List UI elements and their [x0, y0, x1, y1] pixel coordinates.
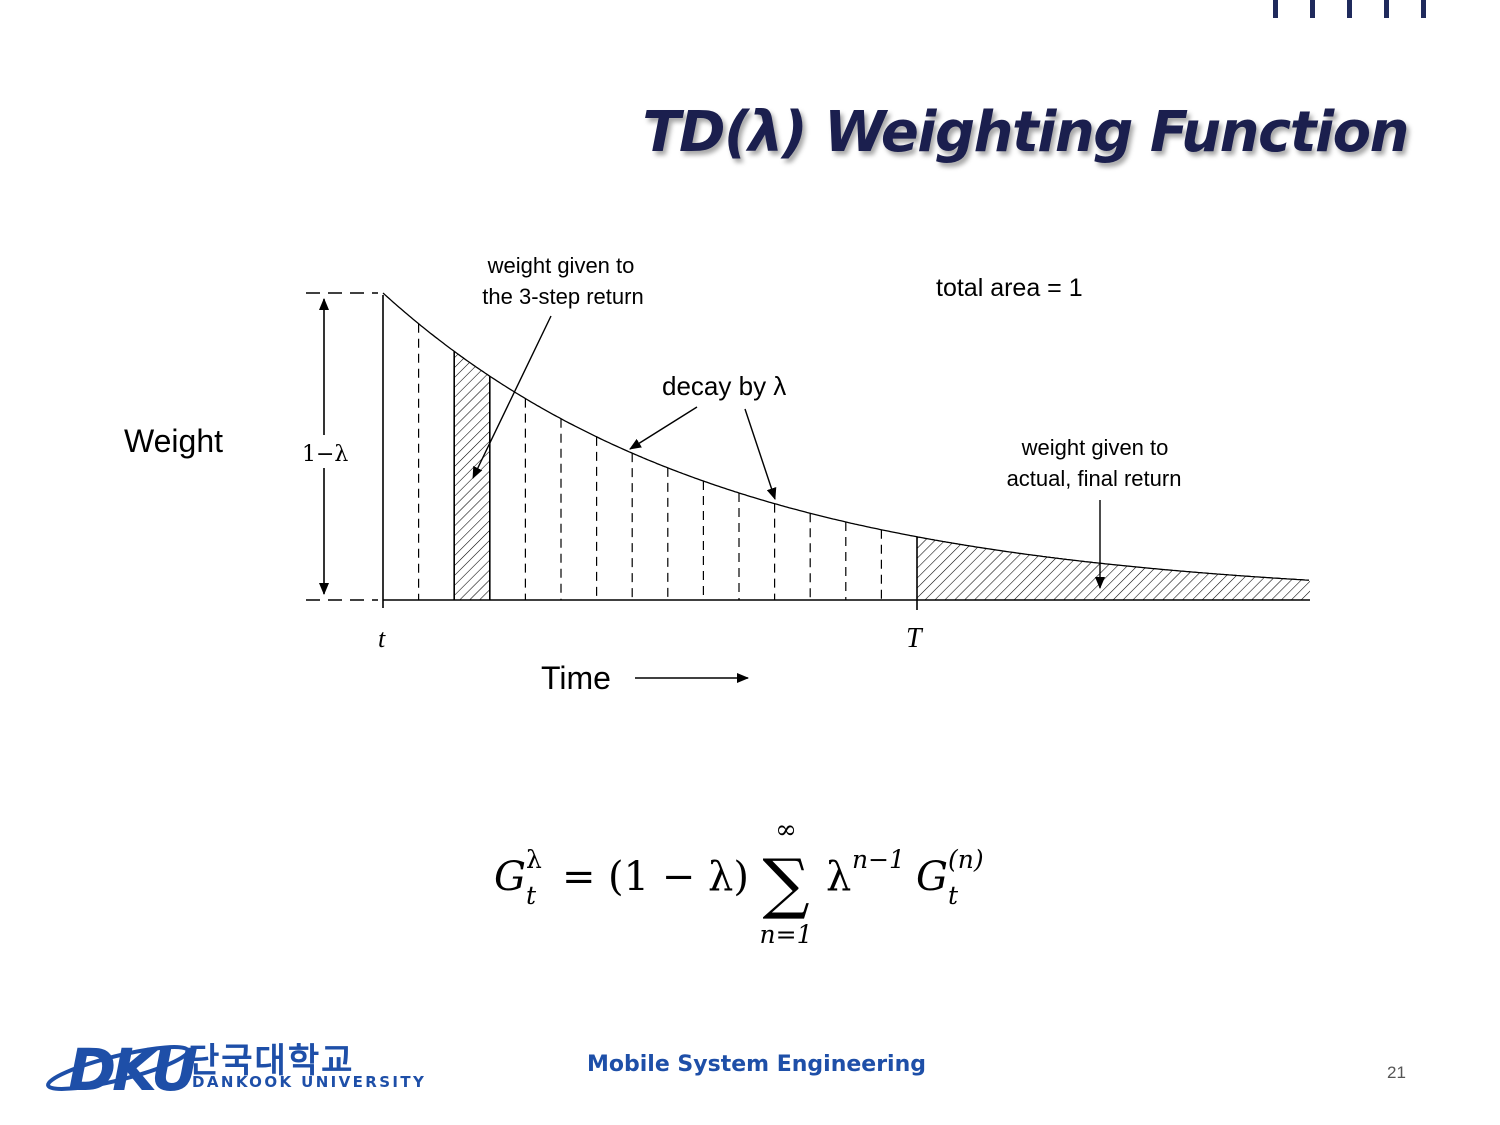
decor-tick	[1421, 0, 1426, 18]
page-number: 21	[1387, 1063, 1406, 1082]
weight-axis-label: Weight	[124, 423, 223, 459]
three-step-arrow	[472, 315, 552, 479]
slide-title: TD(λ) Weighting Function	[642, 100, 1409, 165]
logo-english-name: DANKOOK UNIVERSITY	[192, 1073, 427, 1091]
logo-mark: DKU	[68, 1036, 197, 1100]
formula-sum-upper: ∞	[775, 815, 797, 845]
formula-sum-symbol: ∑	[762, 845, 809, 922]
decor-tick	[1384, 0, 1389, 18]
header-decoration	[1265, 0, 1435, 20]
logo-korean-name: 단국대학교	[188, 1041, 355, 1081]
formula-sup-lambda: λ	[526, 845, 542, 874]
t-start-label: t	[378, 624, 386, 653]
time-axis-label: Time	[541, 660, 611, 696]
decay-arrow-left	[629, 406, 698, 450]
formula-lambda: λ	[826, 854, 851, 900]
total-area-label: total area = 1	[936, 274, 1083, 302]
weighting-diagram: Weight 1−λ t T Time weight given to the …	[124, 253, 1310, 696]
dku-logo: DKU	[46, 1036, 201, 1100]
formula-sum-lower: n=1	[760, 920, 813, 949]
three-step-return-area	[454, 351, 490, 600]
formula-equals: =	[562, 854, 596, 900]
formula-G: G	[494, 854, 526, 900]
decay-curve	[382, 292, 1310, 581]
final-return-area	[917, 536, 1310, 600]
three-step-annotation-line1: weight given to	[487, 253, 635, 278]
final-return-annotation-line1: weight given to	[1021, 435, 1169, 460]
formula-sub-t2: t	[948, 881, 959, 910]
decay-label: decay by λ	[662, 371, 786, 401]
formula-exponent: n−1	[852, 845, 905, 874]
formula-sup-n: (n)	[948, 845, 984, 874]
formula-one-minus-lambda: (1 − λ)	[608, 854, 749, 900]
decor-tick	[1310, 0, 1315, 18]
logo-swoosh	[46, 1045, 190, 1091]
decay-arrow-right	[744, 408, 777, 500]
T-end-label: T	[906, 623, 924, 654]
three-step-annotation-line2: the 3-step return	[482, 284, 643, 309]
one-minus-lambda-label: 1−λ	[302, 442, 348, 467]
lambda-return-formula: G λ t = (1 − λ) ∞ ∑ n=1 λ n−1 G (n) t	[494, 815, 984, 949]
formula-G-n: G	[916, 854, 948, 900]
decor-tick	[1347, 0, 1352, 18]
final-return-annotation-line2: actual, final return	[1007, 466, 1182, 491]
formula-sub-t: t	[526, 881, 537, 910]
course-name: Mobile System Engineering	[587, 1052, 927, 1077]
decor-tick	[1273, 0, 1278, 18]
